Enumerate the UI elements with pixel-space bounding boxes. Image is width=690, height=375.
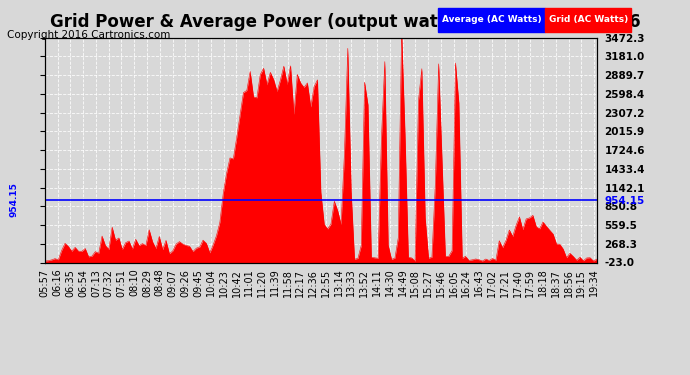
Text: Average (AC Watts): Average (AC Watts) (442, 15, 542, 24)
Text: Copyright 2016 Cartronics.com: Copyright 2016 Cartronics.com (7, 30, 170, 40)
Text: Grid (AC Watts): Grid (AC Watts) (549, 15, 628, 24)
Text: 954.15: 954.15 (10, 182, 19, 217)
Text: Grid Power & Average Power (output watts)  Mon Apr 25 19:46: Grid Power & Average Power (output watts… (50, 13, 640, 31)
